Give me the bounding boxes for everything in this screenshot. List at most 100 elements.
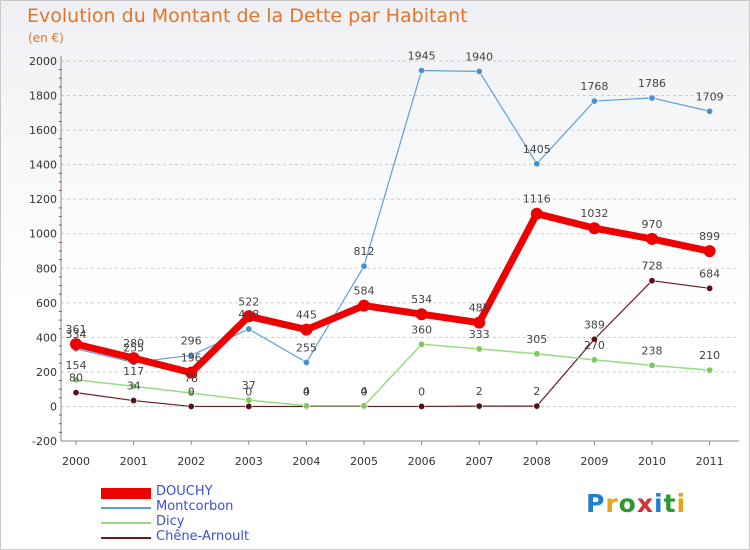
x-tick-label: 2003 <box>235 455 263 468</box>
data-label: 0 <box>188 385 195 398</box>
data-point <box>185 366 198 379</box>
data-label: 1116 <box>523 193 551 206</box>
axes <box>60 56 739 442</box>
chart-title: Evolution du Montant de la Dette par Hab… <box>27 5 468 27</box>
legend-label: DOUCHY <box>156 484 213 499</box>
data-point <box>360 402 368 410</box>
data-label: 34 <box>127 380 141 393</box>
logo-letter: t <box>663 489 677 518</box>
data-point <box>187 402 195 410</box>
data-point <box>245 402 253 410</box>
data-point <box>302 358 310 366</box>
data-point <box>242 310 255 323</box>
data-point <box>245 396 253 404</box>
data-point <box>703 245 716 258</box>
data-point <box>533 350 541 358</box>
data-point <box>245 325 253 333</box>
data-label: 0 <box>245 385 252 398</box>
data-label: 37 <box>242 379 256 392</box>
gridlines <box>59 60 739 442</box>
data-label: 522 <box>238 295 259 308</box>
data-label: 534 <box>411 293 432 306</box>
data-point <box>418 340 426 348</box>
data-label: 448 <box>238 308 259 321</box>
data-label: 0 <box>303 385 310 398</box>
data-point <box>302 402 310 410</box>
data-label: 1032 <box>580 207 608 220</box>
logo-letter: o <box>618 489 637 518</box>
data-label: 1768 <box>580 80 608 93</box>
data-point <box>360 262 368 270</box>
series-line <box>75 280 711 408</box>
data-point <box>590 335 598 343</box>
data-point <box>706 284 714 292</box>
data-point <box>475 402 483 410</box>
y-tick-label: 1200 <box>29 193 57 206</box>
data-point <box>187 351 195 359</box>
data-label: 485 <box>469 302 490 315</box>
data-label: 361 <box>66 323 87 336</box>
logo-letter: i <box>654 489 664 518</box>
x-tick-label: 2011 <box>696 455 724 468</box>
series-lines <box>70 67 716 410</box>
data-labels: 80 34 0 2 2 389 728 684 154 117 78 37 4 4 360 333 305 270… <box>66 50 724 399</box>
data-point <box>475 345 483 353</box>
data-label: 2 <box>476 385 483 398</box>
data-label: 360 <box>411 323 432 336</box>
x-tick-label: 2002 <box>177 455 205 468</box>
data-point <box>530 207 543 220</box>
proxiti-logo: Proxiti <box>586 489 686 518</box>
data-label: 1405 <box>523 143 551 156</box>
data-label: 812 <box>354 245 375 258</box>
x-tick-label: 2000 <box>62 455 90 468</box>
y-tick-label: 600 <box>36 297 57 310</box>
data-label: 1940 <box>465 50 493 63</box>
data-label: 196 <box>181 352 202 365</box>
data-point <box>70 338 82 351</box>
data-label: 0 <box>361 385 368 398</box>
data-label: 1945 <box>408 50 436 63</box>
y-tick-labels: -200 0 200 400 600 800 1000 1200 1400 1600 1800 200… <box>29 55 57 448</box>
data-point <box>72 389 80 397</box>
data-point <box>130 397 138 405</box>
unit-label: (en €) <box>28 31 64 45</box>
data-point <box>648 361 656 369</box>
x-tick-labels: 2000 2001 2002 2003 2004 2005 2006 2007 2008 2009… <box>62 441 724 468</box>
legend-label: Chêne-Arnoult <box>156 529 250 544</box>
data-label: 584 <box>354 285 375 298</box>
data-label: 210 <box>699 349 720 362</box>
y-tick-label: 2000 <box>29 55 57 68</box>
data-point <box>590 97 598 105</box>
x-tick-label: 2001 <box>120 455 148 468</box>
data-label: 117 <box>123 365 144 378</box>
x-tick-label: 2005 <box>350 455 378 468</box>
logo-letter: r <box>605 489 619 518</box>
legend-item: DOUCHY <box>101 484 361 500</box>
data-label: 333 <box>469 328 490 341</box>
y-tick-label: -200 <box>32 435 57 448</box>
data-point <box>300 323 313 336</box>
legend-swatch <box>101 487 151 499</box>
legend-item: Chêne-Arnoult <box>101 529 361 545</box>
data-label: 4 <box>303 385 310 398</box>
y-tick-label: 200 <box>36 366 57 379</box>
data-label: 2 <box>533 385 540 398</box>
legend-swatch <box>101 522 151 524</box>
legend-swatch <box>101 507 151 509</box>
data-label: 899 <box>699 230 720 243</box>
x-tick-label: 2010 <box>638 455 666 468</box>
y-tick-label: 0 <box>50 400 57 413</box>
data-label: 1786 <box>638 77 666 90</box>
data-label: 238 <box>642 344 663 357</box>
data-point <box>588 222 601 235</box>
x-tick-label: 2007 <box>465 455 493 468</box>
data-point <box>473 316 486 329</box>
data-label: 334 <box>66 328 87 341</box>
x-tick-label: 2008 <box>523 455 551 468</box>
y-tick-label: 1600 <box>29 124 57 137</box>
data-label: 78 <box>184 372 198 385</box>
data-label: 728 <box>642 260 663 273</box>
x-tick-label: 2006 <box>408 455 436 468</box>
y-tick-label: 1000 <box>29 228 57 241</box>
